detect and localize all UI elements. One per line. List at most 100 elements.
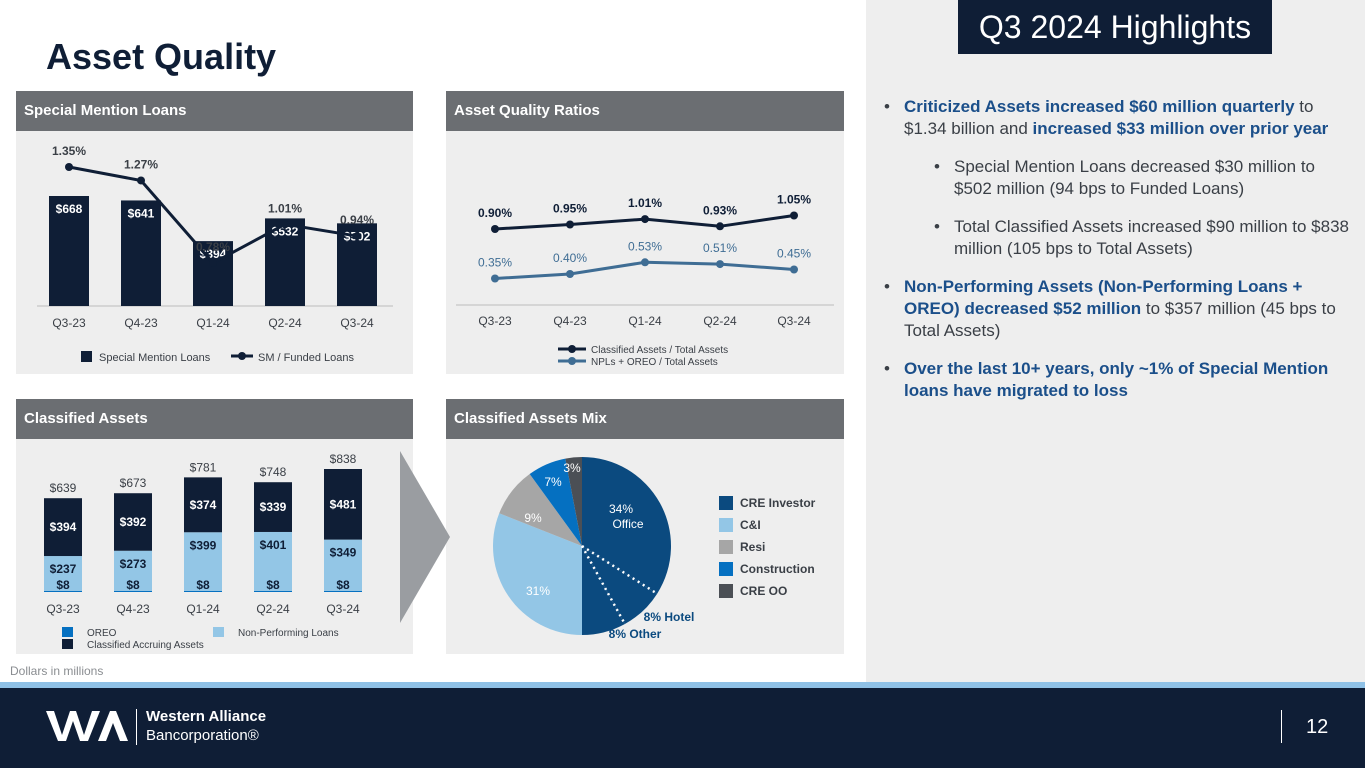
line-value-label: 0.95% (553, 202, 587, 216)
highlight-bullet: Total Classified Assets increased $90 mi… (934, 216, 1354, 260)
legend-swatch (719, 562, 733, 576)
highlights-bullet-list: Criticized Assets increased $60 million … (884, 96, 1354, 418)
chevron-arrow-icon (400, 451, 450, 623)
bar-total-label: $639 (50, 481, 77, 495)
logo-divider (136, 709, 137, 745)
x-tick-label: Q1-24 (196, 316, 230, 330)
highlight-bullet: Criticized Assets increased $60 million … (884, 96, 1354, 140)
segment-value-label-caa: $392 (120, 515, 147, 529)
line-point-sm-funded-loans (353, 232, 361, 241)
segment-value-label-npl: $399 (190, 538, 217, 552)
legend-label: Classified Assets / Total Assets (591, 345, 728, 356)
highlight-bullet: Over the last 10+ years, only ~1% of Spe… (884, 358, 1354, 402)
x-tick-label: Q2-24 (256, 602, 290, 616)
pie-label-office: 34% (609, 502, 633, 516)
x-tick-label: Q3-24 (326, 602, 360, 616)
bar-total-label: $748 (260, 465, 287, 479)
special-mention-loans-panel: Special Mention Loans $668$641$394$532$5… (16, 91, 413, 374)
stacked-bar-segment (184, 477, 222, 533)
stacked-bar-segment (254, 531, 292, 591)
line-point (566, 270, 574, 278)
legend-marker (568, 357, 576, 365)
legend-label: CRE Investor (740, 496, 816, 510)
legend-label-sm-funded-loans: SM / Funded Loans (258, 352, 355, 364)
legend-swatch (719, 518, 733, 532)
stacked-bar-segment (44, 498, 82, 557)
x-tick-label: Q3-24 (340, 316, 374, 330)
bar-total-label: $673 (120, 476, 147, 490)
bar-special-mention-loans (121, 200, 161, 306)
x-tick-label: Q3-23 (52, 316, 86, 330)
line-value-label: 0.78% (196, 240, 230, 254)
panel-header-asset-quality-ratios: Asset Quality Ratios (446, 91, 844, 131)
legend-swatch (719, 496, 733, 510)
bullet-text: Non-Performing Assets (Non-Performing Lo… (904, 277, 1303, 318)
pie-slice (529, 458, 582, 546)
line-point (790, 211, 798, 220)
legend-label: NPLs + OREO / Total Assets (591, 357, 718, 368)
line-value-label: 0.45% (777, 247, 811, 261)
highlight-bullet: Special Mention Loans decreased $30 mill… (934, 156, 1354, 200)
bar-value-label: $641 (128, 206, 155, 220)
line-value-label: 0.53% (628, 239, 662, 253)
x-tick-label: Q1-24 (628, 314, 662, 328)
segment-value-label-oreo: $8 (196, 578, 210, 592)
legend-swatch (719, 540, 733, 554)
legend-swatch-caa (62, 639, 73, 649)
classified-assets-mix-panel: Classified Assets Mix 34% Office 8% Hotel 8… (446, 399, 844, 654)
legend-label: C&I (740, 518, 761, 532)
footer: Western Alliance Bancorporation® 12 (0, 688, 1365, 768)
line-value-label: 1.27% (124, 157, 158, 171)
bullet-text: increased $33 million over prior year (1032, 119, 1329, 138)
classified-assets-panel: Classified Assets $8 $237 $394 $639 $8 $273 $3… (16, 399, 413, 654)
pie-slice (499, 473, 582, 546)
line-value-label: 0.90% (478, 206, 512, 220)
line-value-label: 0.94% (340, 213, 374, 227)
asset-quality-ratios-chart: 0.90% 0.95% 1.01% 0.93% 1.05% 0.35% 0.40% 0.53%… (456, 193, 834, 368)
segment-value-label-oreo: $8 (126, 578, 140, 592)
bullet-text: Special Mention Loans decreased $30 mill… (954, 157, 1316, 198)
panel-header-special-mention-loans: Special Mention Loans (16, 91, 413, 131)
x-tick-label: Q3-23 (46, 602, 80, 616)
segment-value-label-caa: $394 (50, 520, 77, 534)
x-tick-label: Q1-24 (186, 602, 220, 616)
stacked-bar-segment (44, 590, 82, 592)
stacked-bar-segment (184, 590, 222, 592)
pie-label-construction: 7% (544, 475, 562, 489)
bullet-text: to $1.34 billion and (904, 97, 1314, 138)
bar-total-label: $781 (190, 460, 217, 474)
pie-slice (565, 457, 582, 546)
segment-value-label-npl: $401 (260, 538, 287, 552)
line-value-label: 1.01% (268, 201, 302, 215)
pie-label-office-sub: Office (612, 517, 643, 531)
line-point (641, 215, 649, 224)
segment-value-label-caa: $481 (330, 497, 357, 511)
stacked-bar-segment (114, 493, 152, 551)
bullet-text: Over the last 10+ years, only ~1% of Spe… (904, 359, 1329, 400)
pie-label-ci: 31% (526, 584, 550, 598)
line-value-label: 1.35% (52, 144, 86, 158)
segment-value-label-npl: $349 (330, 546, 357, 560)
logo-text-line2: Bancorporation® (146, 727, 259, 744)
legend-swatch-npl (213, 627, 224, 637)
legend-label-special-mention-loans: Special Mention Loans (99, 352, 211, 364)
line-value-label: 1.01% (628, 196, 662, 210)
line-point (641, 258, 649, 267)
segment-value-label-oreo: $8 (56, 578, 70, 592)
bar-value-label: $668 (56, 202, 83, 216)
stacked-bar-segment (44, 556, 82, 591)
legend-label-npl: Non-Performing Loans (238, 628, 339, 639)
line-point-sm-funded-loans (65, 163, 73, 171)
stacked-bar-segment (254, 590, 292, 592)
footer-stripe (0, 682, 1365, 688)
line-point (716, 260, 724, 269)
legend-swatch (719, 584, 733, 598)
stacked-bar-segment (324, 469, 362, 540)
logo-text-line1: Western Alliance (146, 708, 267, 725)
segment-value-label-npl: $237 (50, 562, 77, 576)
special-mention-loans-chart: $668$641$394$532$5021.35%1.27%0.78%1.01%… (37, 144, 393, 364)
pie-label-other: 8% Other (609, 627, 662, 641)
segment-value-label-caa: $374 (190, 498, 217, 512)
stacked-bar-segment (324, 539, 362, 591)
segment-value-label-caa: $339 (260, 500, 287, 514)
